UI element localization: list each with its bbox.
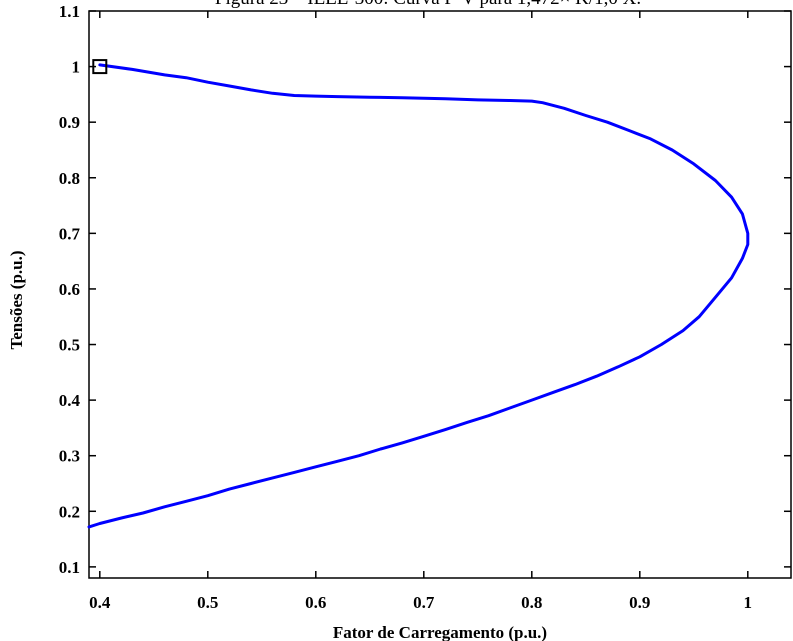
x-tick-label: 0.9: [629, 593, 650, 612]
y-tick-label: 0.8: [59, 169, 80, 188]
x-tick-label: 0.7: [413, 593, 435, 612]
x-axis-label: Fator de Carregamento (p.u.): [333, 623, 547, 641]
y-tick-label: 0.6: [59, 280, 80, 299]
x-tick-label: 0.6: [305, 593, 326, 612]
figure-caption: Figura 23 – IEEE-300: Curva P-V para 1,4…: [215, 0, 641, 9]
x-tick-label: 0.4: [89, 593, 111, 612]
start-point-marker: [92, 59, 108, 75]
y-tick-label: 0.7: [59, 224, 81, 243]
y-tick-label: 1: [72, 58, 81, 77]
plot-area: [88, 10, 792, 579]
y-tick-label: 0.4: [59, 391, 81, 410]
axis-ticks: [89, 10, 791, 578]
y-tick-labels: 0.1 0.2 0.3 0.4 0.5 0.6 0.7 0.8 0.9 1 1.1: [59, 2, 81, 577]
y-axis-label: Tensões (p.u.): [7, 250, 26, 349]
x-tick-label: 0.5: [197, 593, 218, 612]
pv-curve-line: [87, 63, 750, 529]
y-tick-label: 0.2: [59, 502, 80, 521]
x-tick-labels: 0.4 0.5 0.6 0.7 0.8 0.9 1: [89, 593, 752, 612]
y-tick-label: 1.1: [59, 2, 80, 21]
y-tick-label: 0.1: [59, 558, 80, 577]
y-tick-label: 0.9: [59, 113, 80, 132]
y-tick-label: 0.3: [59, 447, 80, 466]
x-tick-label: 1: [744, 593, 753, 612]
y-tick-label: 0.5: [59, 336, 80, 355]
x-tick-label: 0.8: [521, 593, 542, 612]
